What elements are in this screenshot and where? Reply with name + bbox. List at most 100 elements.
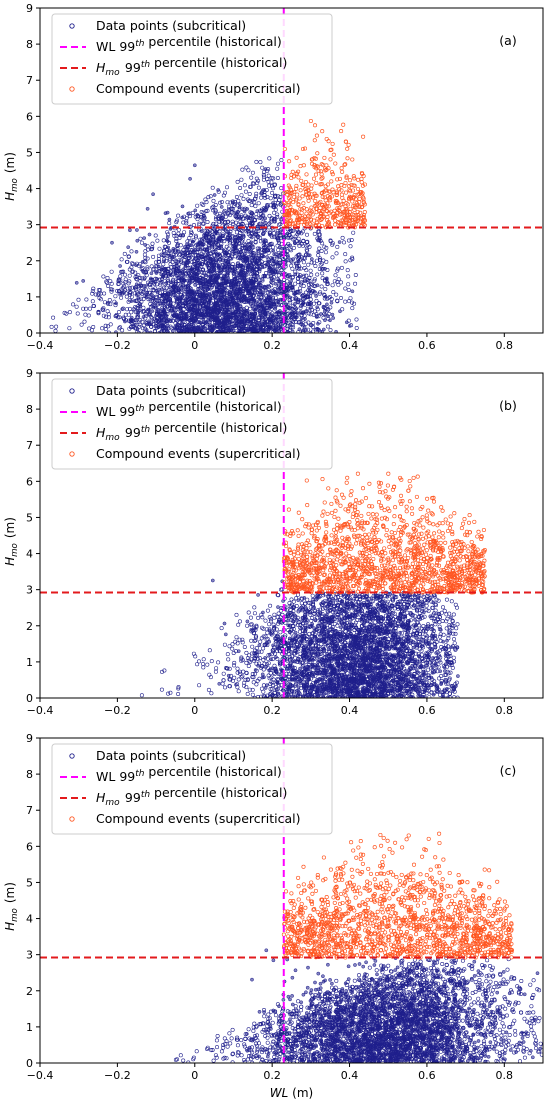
subcritical-point: [90, 288, 95, 293]
subcritical-point: [100, 326, 105, 331]
subcritical-point: [211, 257, 216, 262]
subcritical-point: [201, 255, 206, 259]
subcritical-point: [346, 274, 351, 279]
subcritical-point: [309, 305, 313, 310]
subcritical-point: [257, 256, 262, 261]
subcritical-point: [210, 328, 215, 333]
subcritical-point: [335, 266, 340, 271]
subcritical-point: [249, 278, 254, 283]
subcritical-point: [136, 314, 141, 319]
subcritical-point: [296, 300, 301, 305]
subcritical-point: [226, 231, 231, 236]
subcritical-point: [238, 202, 242, 207]
supercritical-point: [309, 217, 314, 222]
subcritical-point: [256, 178, 261, 183]
supercritical-point: [316, 168, 321, 174]
subcritical-point: [227, 294, 232, 299]
subcritical-point: [209, 276, 213, 280]
subcritical-point: [335, 268, 340, 273]
subcritical-point: [131, 261, 136, 266]
subcritical-point: [223, 318, 228, 322]
subcritical-point: [183, 245, 187, 249]
supercritical-point: [360, 219, 365, 224]
subcritical-point: [93, 292, 98, 297]
supercritical-point: [351, 174, 356, 179]
subcritical-point: [301, 311, 306, 315]
subcritical-point: [323, 287, 328, 292]
subcritical-point: [193, 283, 197, 287]
subcritical-point: [317, 291, 322, 296]
supercritical-point: [320, 223, 325, 229]
subcritical-point: [114, 312, 119, 317]
subcritical-point: [123, 319, 127, 324]
subcritical-point: [118, 274, 123, 279]
subcritical-point: [258, 297, 263, 302]
supercritical-point: [340, 195, 345, 200]
subcritical-point: [149, 276, 153, 281]
subcritical-point: [180, 276, 184, 280]
subcritical-point: [219, 626, 224, 631]
subcritical-point: [226, 312, 231, 317]
subcritical-point: [143, 243, 148, 247]
subcritical-point: [116, 281, 121, 286]
supercritical-point: [298, 164, 303, 169]
subcritical-point: [328, 328, 333, 333]
subcritical-point: [308, 268, 313, 273]
subcritical-point: [195, 212, 200, 217]
subcritical-point: [272, 219, 277, 224]
subcritical-point: [256, 201, 261, 206]
subcritical-point: [154, 289, 159, 293]
subcritical-point: [114, 330, 118, 333]
subcritical-point: [323, 266, 327, 271]
subcritical-point: [182, 325, 187, 330]
subcritical-point: [142, 236, 147, 240]
subcritical-point: [235, 179, 240, 184]
subcritical-point: [267, 243, 272, 247]
subcritical-point: [210, 205, 215, 210]
supercritical-point: [313, 172, 319, 177]
subcritical-point: [289, 235, 294, 240]
subcritical-point: [338, 309, 342, 314]
subcritical-point: [330, 283, 335, 288]
subcritical-point: [144, 294, 148, 299]
subcritical-point: [266, 673, 271, 678]
supercritical-point: [351, 195, 356, 200]
subcritical-point: [277, 290, 281, 295]
subcritical-point: [219, 200, 224, 205]
subcritical-point: [162, 248, 167, 253]
supercritical-point: [304, 186, 309, 191]
supercritical-point: [332, 214, 337, 219]
supercritical-point: [357, 196, 362, 201]
subcritical-point: [140, 283, 144, 288]
subcritical-point: [297, 327, 302, 332]
subcritical-point: [249, 211, 254, 216]
supercritical-point: [294, 155, 299, 160]
supercritical-point: [297, 216, 302, 221]
supercritical-point: [330, 172, 335, 177]
supercritical-point: [284, 222, 289, 227]
subcritical-point: [168, 262, 173, 267]
subcritical-point: [217, 211, 222, 216]
subcritical-point: [254, 307, 258, 311]
subcritical-point: [225, 297, 230, 302]
subcritical-point: [119, 295, 124, 300]
supercritical-point: [309, 186, 314, 191]
subcritical-point: [217, 252, 221, 256]
x-tick-label: 0.8: [496, 339, 514, 352]
subcritical-point: [162, 253, 167, 258]
subcritical-point: [211, 240, 216, 245]
subcritical-point: [200, 237, 205, 242]
supercritical-point: [335, 210, 340, 215]
subcritical-point: [289, 248, 294, 253]
subcritical-point: [184, 312, 189, 317]
supercritical-points: [282, 118, 368, 230]
subcritical-point: [151, 266, 156, 271]
subcritical-point: [216, 274, 221, 278]
subcritical-point: [176, 227, 181, 232]
subcritical-point: [128, 290, 133, 295]
subcritical-point: [271, 291, 275, 296]
subcritical-point: [261, 231, 265, 236]
subcritical-point: [205, 220, 210, 225]
subcritical-point: [173, 326, 178, 331]
subcritical-point: [317, 301, 322, 306]
